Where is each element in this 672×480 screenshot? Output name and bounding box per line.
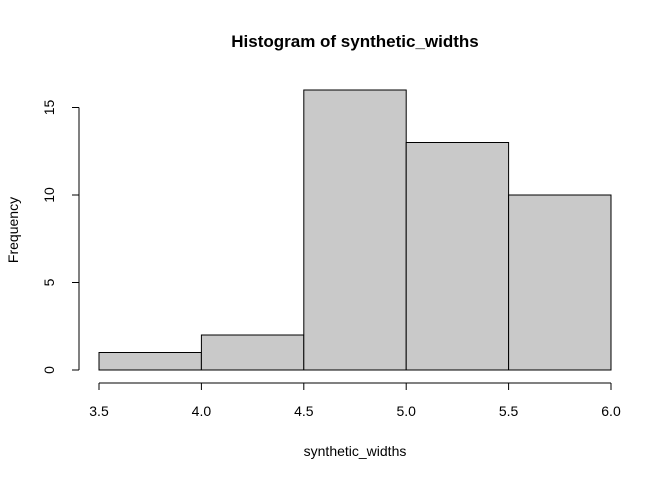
x-tick-label: 5.5 — [499, 403, 519, 419]
bars-group — [98, 89, 612, 371]
x-tick-label: 4.0 — [192, 403, 212, 419]
y-tick-label: 5 — [41, 278, 57, 286]
y-tick-label: 10 — [41, 187, 57, 203]
x-tick-label: 4.5 — [294, 403, 314, 419]
histogram-bar — [303, 89, 407, 371]
y-axis: 0 5 10 15 — [41, 100, 80, 374]
x-axis: 3.5 4.0 4.5 5.0 5.5 6.0 — [89, 382, 621, 419]
y-axis-label: Frequency — [5, 197, 21, 263]
x-axis-label: synthetic_widths — [304, 443, 407, 459]
x-tick-label: 5.0 — [396, 403, 416, 419]
histogram-bar — [98, 352, 202, 371]
y-tick-label: 15 — [41, 100, 57, 116]
x-tick-label: 6.0 — [601, 403, 621, 419]
histogram-bar — [405, 142, 510, 371]
chart-title: Histogram of synthetic_widths — [231, 32, 478, 51]
histogram-bar — [508, 194, 612, 371]
histogram-bar — [200, 334, 305, 371]
x-tick-label: 3.5 — [89, 403, 109, 419]
y-tick-label: 0 — [41, 366, 57, 374]
